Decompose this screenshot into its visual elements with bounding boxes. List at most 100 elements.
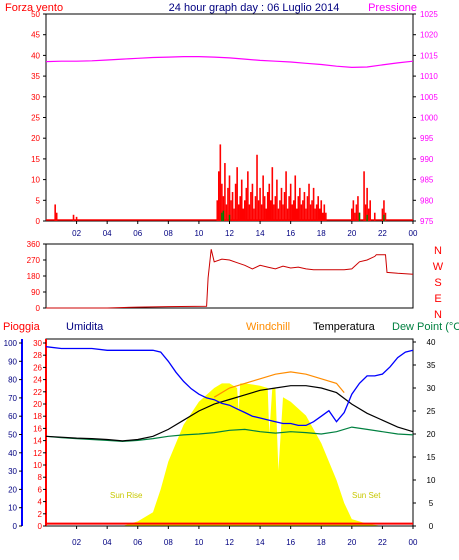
humidity-tick-label: 10 (8, 504, 17, 513)
legend-umidita: Umidita (66, 321, 104, 333)
rain-tick-label: 20 (33, 400, 42, 409)
x-tick-label: 14 (256, 538, 265, 547)
direction-label: N (434, 245, 442, 257)
temp-tick-label: 20 (427, 430, 436, 439)
x-tick-label: 16 (286, 229, 295, 238)
left-tick-label: 10 (31, 176, 40, 185)
rain-tick-label: 16 (33, 424, 42, 433)
panel-wind-pressure: 0510152025303540455097598098599099510001… (31, 10, 438, 238)
x-tick-label: 02 (72, 538, 81, 547)
right-tick-label: 975 (420, 217, 434, 226)
right-tick-label: 995 (420, 134, 434, 143)
direction-label: E (434, 293, 441, 305)
left-tick-label: 0 (36, 304, 41, 313)
x-tick-label: 14 (256, 229, 265, 238)
temperature-line (45, 385, 414, 442)
header-right-label: Pressione (368, 2, 417, 14)
left-tick-label: 360 (27, 240, 41, 249)
panel-weather: 0102030405060708090100024681012141618202… (4, 338, 436, 547)
humidity-tick-label: 70 (8, 394, 17, 403)
right-tick-label: 1010 (420, 72, 438, 81)
left-tick-label: 50 (31, 10, 40, 19)
temp-tick-label: 0 (429, 522, 434, 531)
left-tick-label: 20 (31, 134, 40, 143)
legend-dewpoint: Dew Point (°C (392, 321, 459, 333)
x-tick-label: 00 (409, 229, 418, 238)
direction-label: N (434, 309, 442, 321)
x-tick-label: 02 (72, 229, 81, 238)
rain-tick-label: 2 (38, 510, 43, 519)
right-tick-label: 1025 (420, 10, 438, 19)
humidity-tick-label: 80 (8, 376, 17, 385)
rain-tick-label: 4 (38, 498, 43, 507)
rain-tick-label: 30 (33, 339, 42, 348)
left-tick-label: 40 (31, 51, 40, 60)
x-tick-label: 20 (347, 538, 356, 547)
humidity-tick-label: 100 (4, 339, 18, 348)
x-tick-label: 20 (347, 229, 356, 238)
x-tick-label: 08 (164, 229, 173, 238)
temp-tick-label: 25 (427, 407, 436, 416)
x-tick-label: 22 (378, 229, 387, 238)
left-tick-label: 0 (36, 217, 41, 226)
humidity-tick-label: 90 (8, 357, 17, 366)
humidity-tick-label: 30 (8, 467, 17, 476)
rain-tick-label: 0 (38, 522, 43, 531)
wind-direction-line (46, 249, 414, 309)
annotation-sun-rise: Sun Rise (110, 491, 143, 500)
left-tick-label: 15 (31, 155, 40, 164)
pressure-line (45, 55, 414, 69)
left-tick-label: 30 (31, 93, 40, 102)
temp-tick-label: 35 (427, 361, 436, 370)
legend-pioggia: Pioggia (3, 321, 41, 333)
left-tick-label: 180 (27, 272, 41, 281)
left-tick-label: 45 (31, 31, 40, 40)
x-tick-label: 12 (225, 229, 234, 238)
dewpoint-line (45, 426, 414, 443)
humidity-tick-label: 50 (8, 431, 17, 440)
rain-tick-label: 12 (33, 449, 42, 458)
direction-label: S (434, 277, 441, 289)
humidity-tick-label: 20 (8, 485, 17, 494)
rain-tick-label: 18 (33, 412, 42, 421)
x-tick-label: 12 (225, 538, 234, 547)
rain-tick-label: 10 (33, 461, 42, 470)
right-tick-label: 1000 (420, 114, 438, 123)
x-tick-label: 18 (317, 229, 326, 238)
humidity-tick-label: 0 (13, 522, 18, 531)
x-tick-label: 10 (194, 538, 203, 547)
left-tick-label: 25 (31, 114, 40, 123)
temp-tick-label: 10 (427, 476, 436, 485)
x-tick-label: 18 (317, 538, 326, 547)
windchill-line (213, 371, 345, 398)
left-tick-label: 270 (27, 256, 41, 265)
rain-tick-label: 8 (38, 473, 43, 482)
right-tick-label: 980 (420, 196, 434, 205)
right-tick-label: 1020 (420, 31, 438, 40)
temp-tick-label: 30 (427, 384, 436, 393)
legend-windchill: Windchill (246, 321, 290, 333)
temp-tick-label: 40 (427, 338, 436, 347)
x-tick-label: 06 (133, 229, 142, 238)
rain-tick-label: 24 (33, 376, 42, 385)
x-tick-label: 22 (378, 538, 387, 547)
x-tick-label: 06 (133, 538, 142, 547)
x-tick-label: 00 (409, 538, 418, 547)
x-tick-label: 04 (103, 538, 112, 547)
rain-tick-label: 26 (33, 363, 42, 372)
solar-area (46, 383, 413, 526)
x-tick-label: 04 (103, 229, 112, 238)
left-tick-label: 5 (36, 196, 41, 205)
annotation-sun-set: Sun Set (352, 491, 381, 500)
humidity-line (45, 346, 414, 427)
humidity-tick-label: 40 (8, 449, 17, 458)
temp-tick-label: 15 (427, 453, 436, 462)
right-tick-label: 990 (420, 155, 434, 164)
x-tick-label: 10 (194, 229, 203, 238)
legend-temperatura: Temperatura (313, 321, 376, 333)
right-tick-label: 985 (420, 176, 434, 185)
direction-label: W (433, 261, 444, 273)
left-tick-label: 90 (31, 288, 40, 297)
